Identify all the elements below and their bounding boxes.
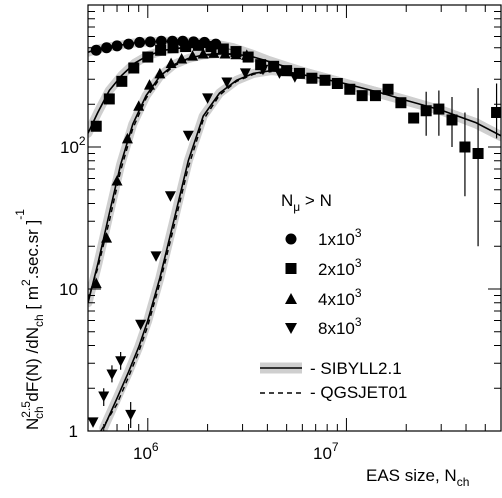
data-point-circle [101, 42, 113, 54]
data-point-triangle-down [273, 68, 285, 79]
data-point-triangle-down [257, 64, 269, 76]
data-point-triangle-down [98, 391, 110, 402]
data-point-circle [144, 36, 156, 48]
data-point-square [344, 83, 356, 95]
data-point-circle [111, 40, 123, 52]
data-point-triangle-down [115, 356, 127, 367]
data-point-triangle-up [90, 277, 102, 289]
data-point-square [382, 83, 394, 95]
data-point-square [167, 42, 179, 54]
data-point-triangle-up [230, 48, 242, 60]
data-point-triangle-down [150, 251, 162, 262]
data-point-square [281, 65, 293, 77]
data-point-square [103, 93, 115, 105]
data-point-circle [123, 38, 135, 50]
data-point-triangle-down [164, 191, 176, 202]
legend-label-8e3: 8x103 [318, 315, 362, 338]
data-point-triangle-up [208, 47, 220, 58]
y-tick-label-1: 1 [69, 422, 78, 441]
y-axis-title: N2.5ch dF(N) /dNch [ m2.sec.sr ]-1 [13, 209, 46, 430]
data-point-square [408, 112, 420, 124]
data-point-triangle-up [241, 49, 253, 60]
data-point-triangle-up [111, 175, 123, 186]
data-point-triangle-down [135, 319, 147, 331]
legend-title: Nμ > N [281, 191, 332, 214]
axis-ticks [87, 4, 502, 432]
data-point-square [420, 105, 432, 117]
data-point-circle [155, 35, 167, 47]
data-point-square [116, 75, 128, 87]
legend-label-1e3: 1x103 [318, 226, 362, 249]
data-point-square [193, 39, 205, 51]
data-point-square [255, 59, 267, 71]
legend-label-4e3: 4x103 [318, 286, 362, 309]
y-tick-label-100: 102 [60, 134, 86, 157]
data-point-square [142, 51, 154, 63]
x-tick-label-1e7: 107 [313, 440, 339, 463]
y-tick-label-10: 10 [59, 280, 78, 299]
data-point-triangle-up [187, 50, 199, 61]
data-point-triangle-down [106, 369, 118, 380]
data-point-square [395, 97, 407, 109]
legend-marker-triangle-up [285, 293, 297, 304]
data-point-square [369, 90, 381, 102]
plot-frame [87, 4, 502, 432]
data-point-triangle-down [88, 417, 99, 428]
data-point-triangle-up [176, 52, 188, 64]
data-point-square [319, 74, 331, 86]
legend-label-qgsjet: - QGSJET01 [310, 383, 407, 402]
data-point-triangle-up [197, 48, 209, 59]
data-point-triangle-down [125, 409, 137, 421]
data-point-square [90, 120, 102, 132]
data-point-square [459, 141, 471, 153]
data-point-circle [134, 36, 146, 48]
legend-label-sibyll: - SIBYLL2.1 [310, 359, 402, 378]
data-point-triangle-down [182, 130, 194, 142]
legend-marker-circle [285, 233, 297, 245]
data-point-square [433, 103, 445, 115]
data-point-circle [90, 44, 102, 56]
data-point-triangle-up [133, 100, 145, 111]
x-tick-label-1e6: 106 [133, 440, 159, 463]
data-point-square [472, 147, 484, 159]
data-point-triangle-up [121, 132, 133, 144]
data-point-square [205, 41, 217, 53]
data-point-square [356, 90, 368, 102]
legend-label-2e3: 2x103 [318, 256, 362, 279]
data-point-triangle-up [154, 67, 166, 79]
data-point-square [491, 106, 501, 118]
data-point-triangle-down [221, 77, 233, 88]
data-point-triangle-up [165, 57, 177, 69]
legend: Nμ > N 1x103 2x103 4x103 8x103 - SIBYLL2… [260, 191, 407, 402]
qgsjet-curve [100, 70, 272, 431]
data-point-triangle-up [101, 232, 113, 243]
data-point-square [128, 62, 140, 74]
data-point-square [155, 44, 167, 56]
data-point-square [268, 60, 280, 72]
data-point-square [306, 72, 318, 84]
data-point-square [446, 114, 458, 126]
data-point-square [180, 41, 192, 53]
legend-marker-square [285, 263, 297, 274]
data-point-triangle-down [239, 68, 251, 79]
x-axis-title: EAS size, Nch [366, 466, 469, 489]
data-point-square [331, 78, 343, 90]
data-point-triangle-down [202, 93, 214, 104]
data-point-triangle-up [219, 48, 231, 59]
legend-marker-triangle-down [285, 323, 297, 334]
data-point-square [217, 43, 229, 55]
data-point-triangle-down [289, 72, 301, 83]
data-point-triangle-up [144, 79, 156, 90]
